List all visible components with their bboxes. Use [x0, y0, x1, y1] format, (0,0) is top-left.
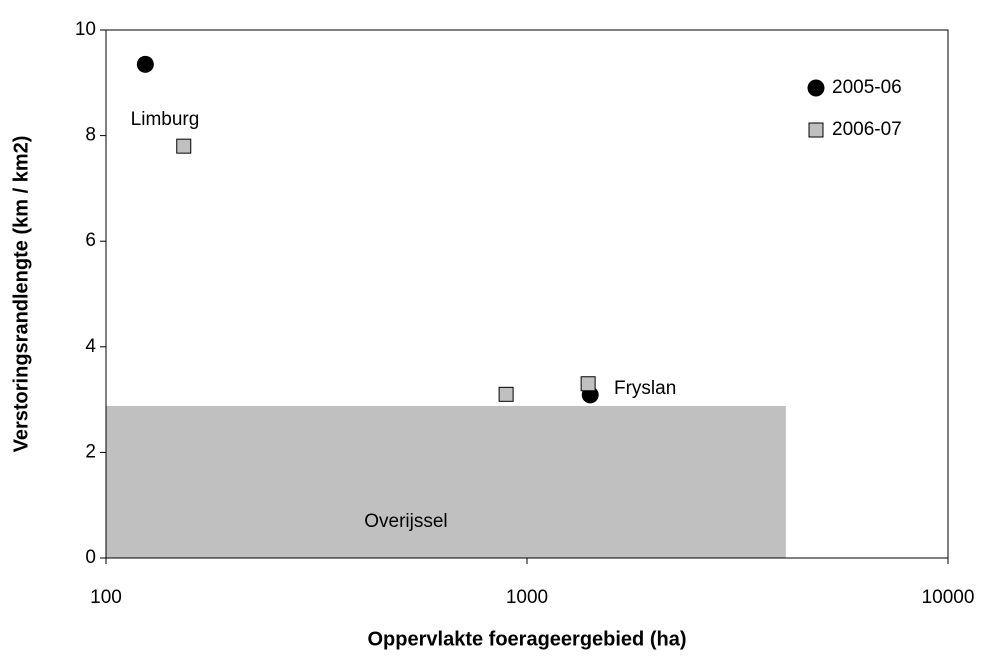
point — [136, 55, 154, 73]
y-axis-title: Verstoringsrandlengte (km / km2) — [10, 136, 32, 453]
point — [580, 376, 596, 392]
y-tick-label: 4 — [85, 336, 96, 357]
x-tick-label: 100 — [90, 587, 122, 608]
x-axis-title: Oppervlakte foerageergebied (ha) — [368, 628, 687, 650]
annotation: Limburg — [131, 109, 200, 130]
region-label: Overijssel — [364, 511, 447, 532]
x-tick-label: 1000 — [506, 587, 548, 608]
point — [176, 138, 192, 154]
point — [498, 386, 514, 402]
region — [106, 405, 786, 558]
y-tick-label: 8 — [85, 125, 96, 146]
x-tick-label: 10000 — [922, 587, 975, 608]
y-tick-label: 0 — [85, 547, 96, 568]
y-tick-label: 6 — [85, 230, 96, 251]
legend-label: 2006-07 — [832, 119, 902, 140]
y-tick-label: 10 — [75, 19, 96, 40]
annotation: Fryslan — [614, 378, 676, 399]
y-tick-label: 2 — [85, 441, 96, 462]
legend-label: 2005-06 — [832, 77, 902, 98]
legend-marker — [808, 122, 824, 138]
legend-marker — [807, 79, 825, 97]
